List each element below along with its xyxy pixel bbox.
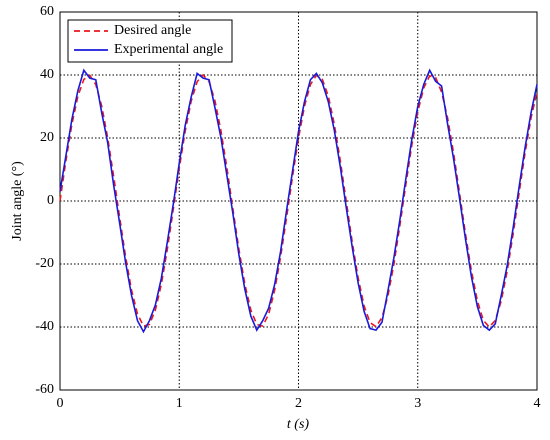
data-line bbox=[59, 68, 538, 334]
y-tick-label: -20 bbox=[35, 256, 54, 271]
y-tick-label: 20 bbox=[40, 130, 54, 145]
legend-label: Experimental angle bbox=[114, 42, 223, 57]
y-tick-label: -40 bbox=[35, 319, 54, 334]
y-axis-label: Joint angle (°) bbox=[10, 161, 25, 241]
x-axis-label: t (s) bbox=[287, 417, 310, 432]
x-tick-label: 4 bbox=[534, 396, 541, 411]
y-tick-label: 0 bbox=[47, 193, 54, 208]
y-tick-label: 40 bbox=[40, 67, 54, 82]
x-tick-label: 3 bbox=[414, 396, 421, 411]
legend-label: Desired angle bbox=[114, 23, 191, 38]
legend-box bbox=[67, 19, 233, 63]
x-tick-label: 1 bbox=[176, 396, 183, 411]
x-tick-label: 0 bbox=[57, 396, 64, 411]
y-tick-label: 60 bbox=[40, 4, 54, 19]
y-tick-label: -60 bbox=[35, 382, 54, 397]
x-tick-label: 2 bbox=[295, 396, 302, 411]
